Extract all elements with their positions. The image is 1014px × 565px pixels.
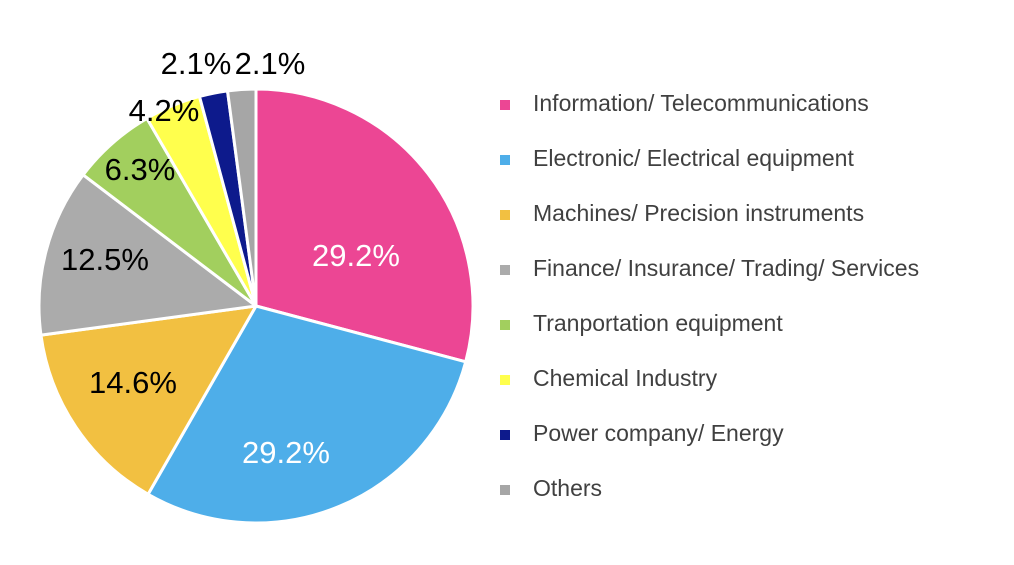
pie-slice-3	[39, 304, 258, 496]
legend-swatch-6	[500, 375, 510, 385]
slice-value-label-4: 12.5%	[61, 242, 149, 277]
pie-slice-1	[254, 87, 475, 364]
legend-label-1: Information/ Telecommunications	[533, 90, 869, 116]
slice-value-label-5: 6.3%	[105, 152, 176, 187]
pie-slices	[37, 87, 475, 525]
legend-label-5: Tranportation equipment	[533, 310, 783, 336]
legend-swatch-2	[500, 155, 510, 165]
legend-label-6: Chemical Industry	[533, 365, 718, 391]
pie-slice-labels: 29.2% 29.2% 14.6% 12.5% 6.3% 4.2% 2.1% 2.1%	[61, 46, 400, 470]
slice-value-label-8: 2.1%	[235, 46, 306, 81]
legend: Information/ Telecommunications Electroni…	[500, 90, 919, 501]
legend-swatch-8	[500, 485, 510, 495]
pie-slice-2	[146, 304, 468, 525]
pie-slice-8	[226, 87, 258, 308]
legend-swatch-7	[500, 430, 510, 440]
legend-swatch-1	[500, 100, 510, 110]
legend-label-7: Power company/ Energy	[533, 420, 784, 446]
legend-label-4: Finance/ Insurance/ Trading/ Services	[533, 255, 919, 281]
slice-value-label-3: 14.6%	[89, 365, 177, 400]
slice-value-label-1: 29.2%	[312, 238, 400, 273]
slice-value-label-7: 2.1%	[161, 46, 232, 81]
slice-value-label-6: 4.2%	[129, 93, 200, 128]
legend-swatch-5	[500, 320, 510, 330]
legend-swatch-3	[500, 210, 510, 220]
slice-value-label-2: 29.2%	[242, 435, 330, 470]
legend-swatch-4	[500, 265, 510, 275]
pie-slice-4	[37, 173, 258, 337]
legend-label-8: Others	[533, 475, 602, 501]
legend-label-2: Electronic/ Electrical equipment	[533, 145, 854, 171]
legend-label-3: Machines/ Precision instruments	[533, 200, 864, 226]
